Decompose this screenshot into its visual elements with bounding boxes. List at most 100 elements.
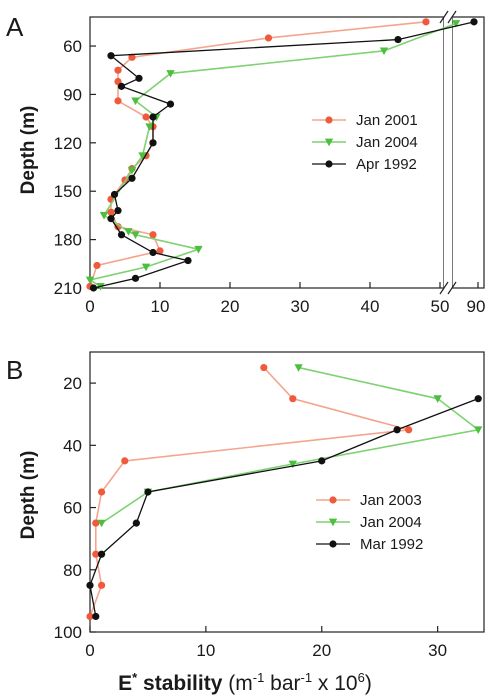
panel-b-legend-marker-1 xyxy=(328,518,338,527)
panel-a-point-2-12 xyxy=(117,231,126,239)
panel-b-point-2-6 xyxy=(86,581,94,589)
panel-a-point-2-16 xyxy=(89,284,98,292)
panel-a-point-2-9 xyxy=(110,190,119,199)
panel-b-point-0-1 xyxy=(289,395,297,403)
x-axis-label-unit-close: ) xyxy=(364,672,372,695)
panel-a-legend-marker-0 xyxy=(325,116,333,124)
panel-a-break-marks xyxy=(439,10,457,295)
panel-a-point-0-16 xyxy=(156,247,164,255)
panel-a-point-1-5 xyxy=(145,123,154,131)
panel-a-point-1-12 xyxy=(141,263,151,272)
panel-a-ylabel: Depth (m) xyxy=(18,106,39,195)
panel-b-ylabel: Depth (m) xyxy=(18,451,39,540)
panel-a-point-2-4 xyxy=(117,82,126,90)
x-axis-label: E* stability (m-1 bar-1 x 106) xyxy=(0,670,490,696)
panel-a-point-2-6 xyxy=(149,113,157,121)
panel-a-point-1-7 xyxy=(127,166,137,175)
panel-a-point-0-0 xyxy=(422,18,430,26)
panel-a-series-apr-1992 xyxy=(89,18,478,292)
panel-a-ytick-label-0: 60 xyxy=(63,37,82,56)
panel-b-point-0-4 xyxy=(97,488,106,496)
panel-b-point-2-2 xyxy=(318,457,326,465)
panel-a-point-0-1 xyxy=(264,34,273,42)
panel-a-legend-marker-2 xyxy=(325,160,333,168)
panel-a-point-1-1 xyxy=(379,47,389,56)
panel-a-point-2-1 xyxy=(394,35,402,44)
panel-b-xtick-label-2: 20 xyxy=(312,641,331,660)
panel-b-legend-marker-0 xyxy=(329,496,337,504)
panel-b-point-1-5 xyxy=(97,519,106,528)
panel-a-ytick-label-2: 120 xyxy=(54,134,82,153)
panel-b-xtick-label-0: 0 xyxy=(85,641,94,660)
panel-b-point-0-6 xyxy=(92,550,100,558)
panel-b-series-jan-2004 xyxy=(97,364,483,528)
panel-b-xtick-label-1: 10 xyxy=(196,641,215,660)
panel-a-frame-break xyxy=(451,16,485,289)
panel-a-legend: Jan 2001 Jan 2004 Apr 1992 xyxy=(312,112,418,173)
panel-b-point-2-0 xyxy=(474,395,482,403)
panel-a-point-1-9 xyxy=(124,228,133,236)
panel-a-point-0-13 xyxy=(107,208,115,216)
panel-a-legend-marker-1 xyxy=(324,138,334,147)
panel-b-point-0-0 xyxy=(260,363,268,372)
x-axis-label-star: * xyxy=(132,670,138,685)
panel-a-legend-label-1: Jan 2004 xyxy=(356,134,418,151)
panel-a-legend-label-0: Jan 2001 xyxy=(356,112,418,129)
panel-b-frame xyxy=(89,351,485,633)
x-axis-label-word: stability xyxy=(143,672,223,695)
panel-a-point-2-15 xyxy=(131,274,140,282)
panel-b-legend-label-1: Jan 2004 xyxy=(360,514,422,531)
panel-a-point-2-10 xyxy=(114,206,122,215)
panel-b-point-0-5 xyxy=(92,519,100,527)
panel-a-point-0-5 xyxy=(114,97,122,105)
panel-a-xtick-label-5: 50 xyxy=(431,297,450,316)
panel-b-point-2-5 xyxy=(97,550,106,558)
x-axis-label-unit-open: (m xyxy=(228,672,253,695)
panel-a-xtick-label-3: 30 xyxy=(291,297,310,316)
panel-a-point-1-11 xyxy=(194,245,203,254)
panel-a-point-1-0 xyxy=(451,20,461,28)
panel-b-series-mar-1992 xyxy=(86,395,482,621)
panel-b-point-0-3 xyxy=(121,457,129,465)
panel-b-point-1-3 xyxy=(288,460,297,469)
panel-b-series-jan-2003 xyxy=(86,363,413,621)
panel-a-series-jan-2001 xyxy=(86,18,430,290)
x-axis-label-exp1: -1 xyxy=(252,670,265,685)
panel-a-ytick-label-5: 210 xyxy=(54,279,82,298)
panel-a-xtick-label-4: 40 xyxy=(361,297,380,316)
panel-b-ytick-label-1: 40 xyxy=(63,436,82,455)
panel-a-xtick-label-2: 20 xyxy=(221,297,240,316)
panel-a-point-1-8 xyxy=(99,212,109,220)
panel-a-xtick-label-break: 90 xyxy=(467,297,486,316)
x-axis-label-symbol: E xyxy=(118,672,133,695)
panel-a-point-2-13 xyxy=(149,248,157,257)
panel-a-break-gap xyxy=(444,8,452,296)
panel-a-point-0-2 xyxy=(128,53,136,61)
panel-b-point-1-0 xyxy=(294,364,303,372)
x-axis-label-times: x 10 xyxy=(317,672,358,695)
panel-b-point-0-8 xyxy=(86,612,94,621)
panel-a-label: A xyxy=(6,12,24,42)
panel-a-point-0-3 xyxy=(114,66,122,74)
panel-a-point-1-2 xyxy=(166,70,175,78)
panel-a-point-1-10 xyxy=(131,231,140,239)
panel-a-legend-label-2: Apr 1992 xyxy=(356,156,417,173)
panel-b-point-1-2 xyxy=(474,426,483,434)
panel-a-xtick-label-1: 10 xyxy=(151,297,170,316)
panel-a-point-2-0 xyxy=(470,18,478,26)
x-axis-label-exp2: -1 xyxy=(300,670,313,685)
panel-a-point-0-6 xyxy=(142,113,150,121)
panel-b-point-2-3 xyxy=(144,488,152,496)
panel-b-legend-marker-2 xyxy=(329,540,337,548)
panel-b-ytick-label-4: 100 xyxy=(54,623,82,642)
panel-b-legend-label-0: Jan 2003 xyxy=(360,492,422,509)
panel-b-point-0-7 xyxy=(97,581,106,589)
panel-b-legend-label-2: Mar 1992 xyxy=(360,536,423,553)
x-axis-label-exp3: 6 xyxy=(357,670,365,685)
panel-a-point-0-17 xyxy=(93,261,101,270)
x-axis-label-bar: bar xyxy=(270,672,301,695)
panel-a-point-1-13 xyxy=(85,276,95,285)
